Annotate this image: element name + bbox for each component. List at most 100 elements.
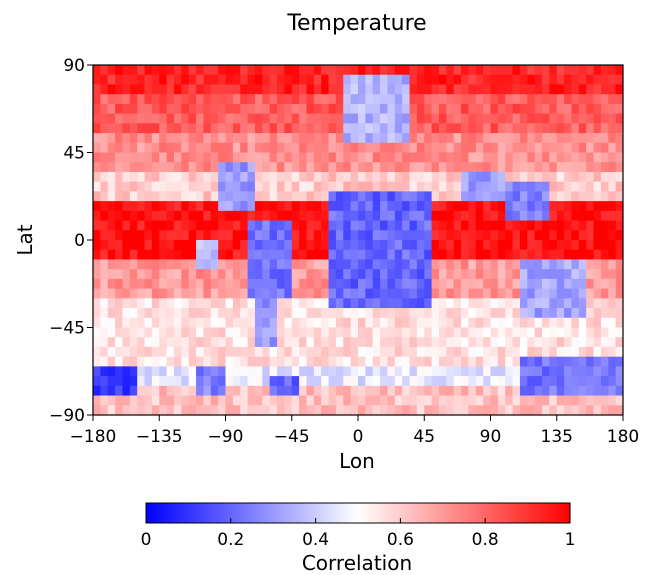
heatmap-cell [512,181,521,192]
heatmap-cell [284,395,293,406]
heatmap-cell [335,152,344,163]
heatmap-cell [313,210,322,221]
heatmap-cell [321,210,329,221]
heatmap-cell [210,201,219,212]
heatmap-cell [188,240,197,251]
heatmap-cell [578,181,587,192]
heatmap-cell [262,356,271,367]
heatmap-cell [600,346,609,358]
heatmap-cell [571,103,580,115]
heatmap-cell [173,317,182,328]
heatmap-cell [299,152,307,163]
heatmap-cell [328,269,337,280]
heatmap-cell [512,171,521,183]
heatmap-cell [483,191,491,202]
heatmap-cell [542,142,550,153]
heatmap-cell [232,65,241,76]
heatmap-cell [549,84,558,95]
heatmap-cell [262,230,271,241]
heatmap-cell [416,405,425,416]
heatmap-cell [483,113,491,124]
heatmap-cell [475,133,484,144]
heatmap-cell [549,133,558,144]
heatmap-cell [291,201,300,212]
heatmap-cell [100,337,109,348]
heatmap-cell [453,113,462,124]
heatmap-cell [542,308,550,319]
heatmap-cell [218,288,226,299]
heatmap-cell [291,123,300,134]
heatmap-cell [335,94,344,105]
heatmap-cell [115,278,123,290]
heatmap-cell [188,317,197,328]
heatmap-cell [497,133,506,144]
heatmap-cell [600,356,609,367]
heatmap-cell [475,366,484,377]
heatmap-cell [475,171,484,183]
heatmap-cell [291,220,300,231]
heatmap-cell [129,162,138,173]
heatmap-cell [137,74,145,85]
heatmap-cell [306,65,315,76]
heatmap-cell [490,84,499,95]
heatmap-cell [321,366,329,377]
heatmap-cell [409,259,418,270]
heatmap-cell [380,220,388,231]
heatmap-cell [218,162,226,173]
heatmap-cell [269,142,278,153]
heatmap-cell [534,395,543,406]
heatmap-cell [409,337,418,348]
heatmap-cell [542,376,550,387]
heatmap-cell [144,152,153,163]
heatmap-cell [468,191,477,202]
heatmap-cell [328,65,337,76]
heatmap-cell [218,210,226,221]
heatmap-cell [313,84,322,95]
heatmap-cell [321,84,329,95]
heatmap-cell [313,308,322,319]
heatmap-cell [402,405,410,416]
heatmap-cell [571,123,580,134]
heatmap-cell [247,201,256,212]
heatmap-cell [461,327,469,338]
heatmap-cell [542,220,550,231]
heatmap-cell [549,162,558,173]
heatmap-cell [328,356,337,367]
heatmap-cell [254,171,263,183]
heatmap-cell [173,259,182,270]
heatmap-cell [144,74,153,85]
heatmap-cell [571,405,580,416]
heatmap-cell [431,152,440,163]
heatmap-cell [350,317,359,328]
heatmap-cell [277,142,285,153]
heatmap-cell [571,181,580,192]
heatmap-cell [600,181,609,192]
heatmap-cell [321,103,329,115]
heatmap-cell [608,288,617,299]
heatmap-cell [490,94,499,105]
heatmap-cell [225,210,234,221]
heatmap-cell [350,366,359,377]
heatmap-cell [350,346,359,358]
heatmap-cell [578,230,587,241]
heatmap-cell [262,376,271,387]
heatmap-cell [387,84,396,95]
heatmap-cell [306,181,315,192]
heatmap-cell [402,259,410,270]
heatmap-cell [564,113,572,124]
heatmap-cell [269,298,278,309]
heatmap-cell [159,74,168,85]
heatmap-cell [188,269,197,280]
heatmap-cell [365,259,374,270]
heatmap-cell [254,191,263,202]
heatmap-cell [240,288,248,299]
heatmap-cell [313,278,322,290]
heatmap-cell [380,74,388,85]
heatmap-cell [173,230,182,241]
heatmap-cell [416,152,425,163]
heatmap-cell [556,152,565,163]
heatmap-cell [394,181,403,192]
heatmap-cell [350,230,359,241]
heatmap-cell [608,259,617,270]
heatmap-cell [372,123,381,134]
